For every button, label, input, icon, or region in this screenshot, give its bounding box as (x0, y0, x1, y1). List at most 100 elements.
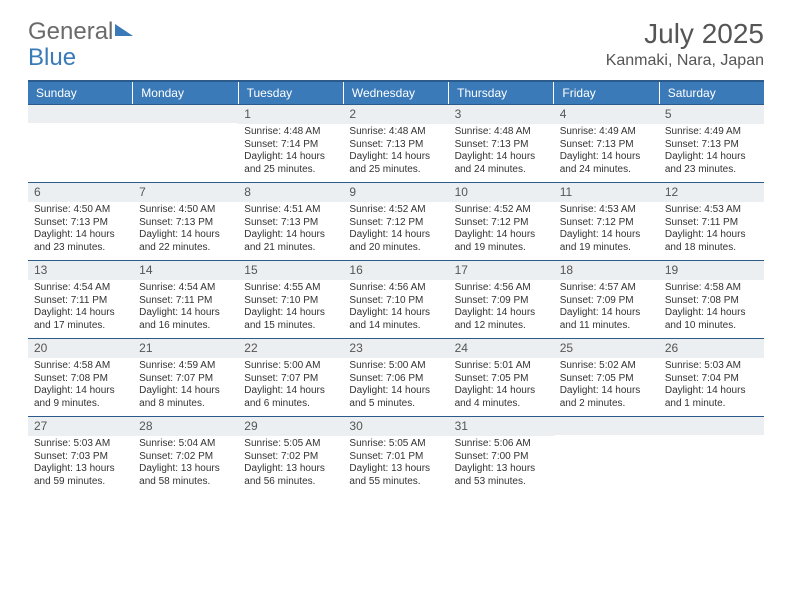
day-header: Thursday (449, 82, 554, 104)
daylight-text: Daylight: 14 hours and 24 minutes. (560, 151, 653, 176)
sunrise-text: Sunrise: 4:56 AM (455, 282, 548, 295)
day-cell: 26Sunrise: 5:03 AMSunset: 7:04 PMDayligh… (659, 339, 764, 416)
week-row: 13Sunrise: 4:54 AMSunset: 7:11 PMDayligh… (28, 260, 764, 338)
sunset-text: Sunset: 7:11 PM (139, 295, 232, 308)
day-cell: 16Sunrise: 4:56 AMSunset: 7:10 PMDayligh… (343, 261, 448, 338)
day-number: 12 (659, 183, 764, 202)
daylight-text: Daylight: 13 hours and 59 minutes. (34, 463, 127, 488)
sunset-text: Sunset: 7:07 PM (139, 373, 232, 386)
daylight-text: Daylight: 14 hours and 25 minutes. (349, 151, 442, 176)
day-number: 22 (238, 339, 343, 358)
sunrise-text: Sunrise: 5:01 AM (455, 360, 548, 373)
sunset-text: Sunset: 7:08 PM (34, 373, 127, 386)
week-row: 1Sunrise: 4:48 AMSunset: 7:14 PMDaylight… (28, 104, 764, 182)
day-cell: 3Sunrise: 4:48 AMSunset: 7:13 PMDaylight… (449, 105, 554, 182)
sunset-text: Sunset: 7:08 PM (665, 295, 758, 308)
sunrise-text: Sunrise: 4:48 AM (455, 126, 548, 139)
daylight-text: Daylight: 13 hours and 58 minutes. (139, 463, 232, 488)
daylight-text: Daylight: 14 hours and 4 minutes. (455, 385, 548, 410)
day-body: Sunrise: 5:05 AMSunset: 7:02 PMDaylight:… (238, 436, 343, 494)
sunset-text: Sunset: 7:13 PM (455, 139, 548, 152)
day-number: 24 (449, 339, 554, 358)
week-row: 20Sunrise: 4:58 AMSunset: 7:08 PMDayligh… (28, 338, 764, 416)
month-title: July 2025 (606, 18, 764, 50)
weeks-container: 1Sunrise: 4:48 AMSunset: 7:14 PMDaylight… (28, 104, 764, 494)
day-number: 27 (28, 417, 133, 436)
day-number: 9 (343, 183, 448, 202)
sunset-text: Sunset: 7:13 PM (349, 139, 442, 152)
day-number: 10 (449, 183, 554, 202)
day-cell: 14Sunrise: 4:54 AMSunset: 7:11 PMDayligh… (133, 261, 238, 338)
sunrise-text: Sunrise: 4:48 AM (244, 126, 337, 139)
daylight-text: Daylight: 14 hours and 18 minutes. (665, 229, 758, 254)
logo-text-general: General (28, 18, 113, 46)
sunset-text: Sunset: 7:09 PM (455, 295, 548, 308)
daylight-text: Daylight: 14 hours and 2 minutes. (560, 385, 653, 410)
page-header: General July 2025 Kanmaki, Nara, Japan (0, 0, 792, 74)
sunset-text: Sunset: 7:13 PM (560, 139, 653, 152)
day-body: Sunrise: 5:06 AMSunset: 7:00 PMDaylight:… (449, 436, 554, 494)
day-cell: 24Sunrise: 5:01 AMSunset: 7:05 PMDayligh… (449, 339, 554, 416)
daylight-text: Daylight: 14 hours and 9 minutes. (34, 385, 127, 410)
day-header: Tuesday (239, 82, 344, 104)
daylight-text: Daylight: 14 hours and 23 minutes. (34, 229, 127, 254)
day-body: Sunrise: 4:50 AMSunset: 7:13 PMDaylight:… (28, 202, 133, 260)
daylight-text: Daylight: 14 hours and 19 minutes. (455, 229, 548, 254)
sunset-text: Sunset: 7:07 PM (244, 373, 337, 386)
day-number: 26 (659, 339, 764, 358)
day-header: Wednesday (344, 82, 449, 104)
day-body: Sunrise: 4:58 AMSunset: 7:08 PMDaylight:… (659, 280, 764, 338)
sunrise-text: Sunrise: 4:49 AM (665, 126, 758, 139)
sunset-text: Sunset: 7:13 PM (665, 139, 758, 152)
day-number: 11 (554, 183, 659, 202)
day-body: Sunrise: 5:05 AMSunset: 7:01 PMDaylight:… (343, 436, 448, 494)
day-body: Sunrise: 4:57 AMSunset: 7:09 PMDaylight:… (554, 280, 659, 338)
daylight-text: Daylight: 14 hours and 12 minutes. (455, 307, 548, 332)
day-cell: 6Sunrise: 4:50 AMSunset: 7:13 PMDaylight… (28, 183, 133, 260)
day-number: 18 (554, 261, 659, 280)
day-body: Sunrise: 4:54 AMSunset: 7:11 PMDaylight:… (133, 280, 238, 338)
sunset-text: Sunset: 7:12 PM (455, 217, 548, 230)
day-cell: 2Sunrise: 4:48 AMSunset: 7:13 PMDaylight… (343, 105, 448, 182)
daylight-text: Daylight: 14 hours and 16 minutes. (139, 307, 232, 332)
sunrise-text: Sunrise: 4:56 AM (349, 282, 442, 295)
day-cell: 4Sunrise: 4:49 AMSunset: 7:13 PMDaylight… (554, 105, 659, 182)
daylight-text: Daylight: 14 hours and 21 minutes. (244, 229, 337, 254)
day-number: 3 (449, 105, 554, 124)
daylight-text: Daylight: 13 hours and 55 minutes. (349, 463, 442, 488)
sunset-text: Sunset: 7:14 PM (244, 139, 337, 152)
sunset-text: Sunset: 7:13 PM (139, 217, 232, 230)
day-body: Sunrise: 4:52 AMSunset: 7:12 PMDaylight:… (449, 202, 554, 260)
daylight-text: Daylight: 14 hours and 11 minutes. (560, 307, 653, 332)
day-body: Sunrise: 4:50 AMSunset: 7:13 PMDaylight:… (133, 202, 238, 260)
day-number: 7 (133, 183, 238, 202)
day-number: 25 (554, 339, 659, 358)
day-cell: 15Sunrise: 4:55 AMSunset: 7:10 PMDayligh… (238, 261, 343, 338)
day-cell: 20Sunrise: 4:58 AMSunset: 7:08 PMDayligh… (28, 339, 133, 416)
day-number: 30 (343, 417, 448, 436)
day-body: Sunrise: 5:02 AMSunset: 7:05 PMDaylight:… (554, 358, 659, 416)
day-body: Sunrise: 4:51 AMSunset: 7:13 PMDaylight:… (238, 202, 343, 260)
daylight-text: Daylight: 14 hours and 20 minutes. (349, 229, 442, 254)
day-cell (28, 105, 133, 182)
day-cell: 23Sunrise: 5:00 AMSunset: 7:06 PMDayligh… (343, 339, 448, 416)
day-number: 28 (133, 417, 238, 436)
sunrise-text: Sunrise: 4:52 AM (349, 204, 442, 217)
day-cell: 29Sunrise: 5:05 AMSunset: 7:02 PMDayligh… (238, 417, 343, 494)
day-number: 2 (343, 105, 448, 124)
sunrise-text: Sunrise: 4:59 AM (139, 360, 232, 373)
daylight-text: Daylight: 14 hours and 23 minutes. (665, 151, 758, 176)
title-block: July 2025 Kanmaki, Nara, Japan (606, 18, 764, 70)
sunrise-text: Sunrise: 5:05 AM (244, 438, 337, 451)
day-cell: 8Sunrise: 4:51 AMSunset: 7:13 PMDaylight… (238, 183, 343, 260)
day-body: Sunrise: 4:49 AMSunset: 7:13 PMDaylight:… (554, 124, 659, 182)
sunset-text: Sunset: 7:04 PM (665, 373, 758, 386)
day-cell: 9Sunrise: 4:52 AMSunset: 7:12 PMDaylight… (343, 183, 448, 260)
sunset-text: Sunset: 7:02 PM (139, 451, 232, 464)
day-number: 14 (133, 261, 238, 280)
day-cell: 28Sunrise: 5:04 AMSunset: 7:02 PMDayligh… (133, 417, 238, 494)
day-cell: 5Sunrise: 4:49 AMSunset: 7:13 PMDaylight… (659, 105, 764, 182)
sunrise-text: Sunrise: 4:53 AM (665, 204, 758, 217)
day-number (554, 417, 659, 435)
daylight-text: Daylight: 14 hours and 10 minutes. (665, 307, 758, 332)
